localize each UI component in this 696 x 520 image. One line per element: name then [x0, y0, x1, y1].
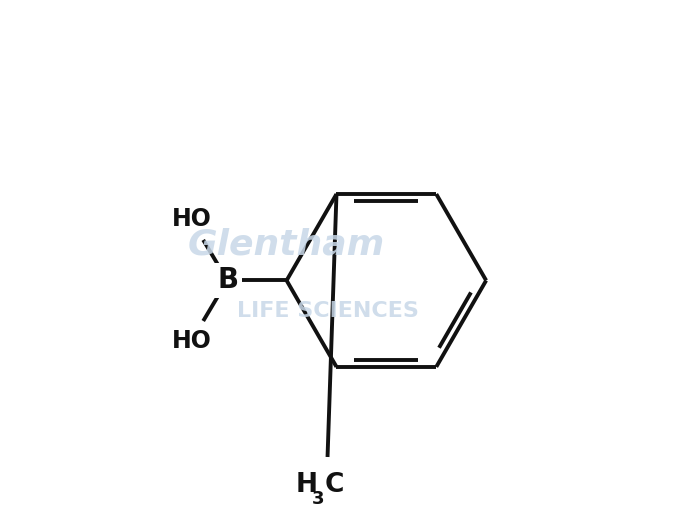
Text: H: H — [296, 472, 318, 498]
Text: HO: HO — [171, 330, 212, 354]
Text: HO: HO — [171, 207, 212, 231]
Text: LIFE SCIENCES: LIFE SCIENCES — [237, 301, 418, 321]
Text: C: C — [324, 472, 344, 498]
Text: Glentham: Glentham — [188, 228, 385, 262]
Text: B: B — [217, 266, 238, 294]
Text: 3: 3 — [312, 490, 324, 509]
